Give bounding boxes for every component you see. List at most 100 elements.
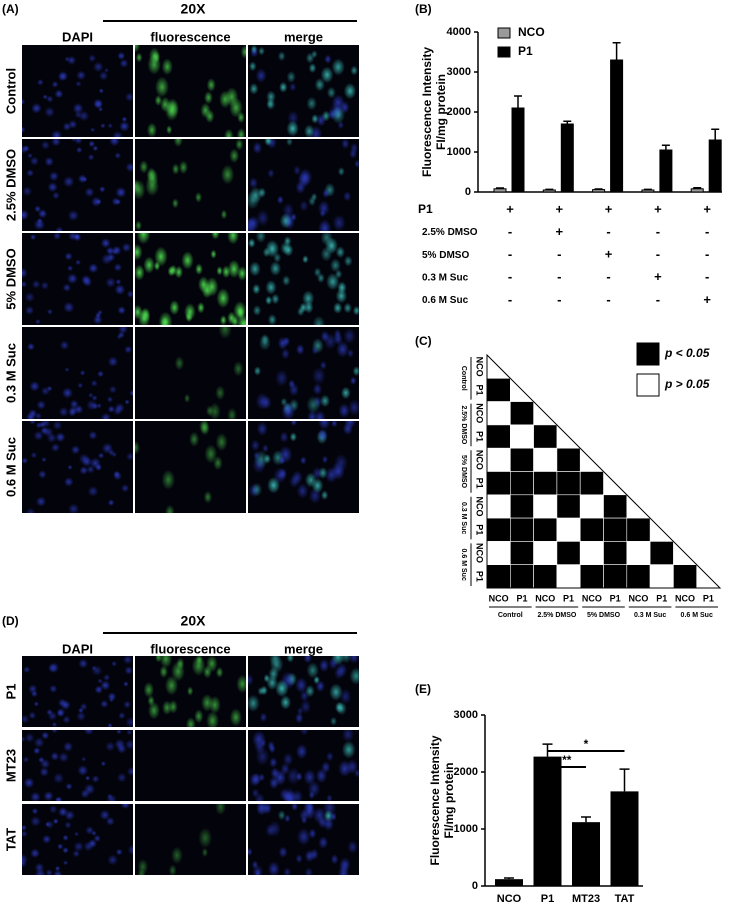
- nucleus: [127, 844, 133, 856]
- row-label: 0.3 M Suc: [3, 343, 18, 403]
- nucleus: [35, 496, 47, 507]
- panel-label: (E): [415, 682, 431, 696]
- nucleus: [51, 130, 63, 137]
- matrix-cell: [556, 564, 581, 589]
- merged-cell: [308, 790, 315, 800]
- matrix-cell: [509, 494, 534, 519]
- nucleus: [30, 848, 40, 859]
- nucleus: [89, 457, 101, 469]
- nucleus: [62, 741, 74, 752]
- merged-cell: [331, 106, 346, 124]
- error-bar: [563, 120, 572, 124]
- nucleus: [116, 730, 122, 735]
- merged-cell: [311, 192, 318, 202]
- micrograph-bg: [135, 327, 246, 419]
- nucleus: [105, 816, 115, 826]
- merged-cell: [329, 812, 337, 822]
- micrograph-cells: [135, 233, 246, 325]
- nucleus: [109, 139, 120, 147]
- bar: [511, 107, 525, 193]
- merged-cell: [319, 360, 327, 370]
- matrix-cell: [509, 424, 534, 449]
- cell-signal: [203, 490, 213, 504]
- cell-signal: [185, 716, 196, 727]
- bar: [610, 791, 639, 886]
- treatment-label: 5% DMSO: [422, 250, 469, 261]
- nucleus: [30, 234, 37, 241]
- merged-cell: [320, 66, 334, 84]
- nucleus: [109, 385, 117, 394]
- cell-signal: [155, 76, 169, 98]
- merged-cell: [276, 195, 284, 205]
- merged-cell: [258, 46, 265, 56]
- nucleus: [62, 715, 71, 724]
- nucleus: [34, 862, 45, 873]
- nucleus: [124, 666, 133, 675]
- matrix-cell: [603, 564, 628, 589]
- merged-cell: [291, 789, 303, 801]
- row-group-label: 2.5% DMSO: [460, 405, 467, 444]
- micrograph-cells: [248, 804, 358, 875]
- merged-cell: [269, 757, 278, 768]
- micrograph: [248, 233, 359, 325]
- nucleus: [79, 466, 89, 475]
- nucleus: [46, 308, 53, 315]
- row-sub-label: NCO: [475, 357, 485, 377]
- nucleus: [49, 684, 58, 693]
- merged-cell: [248, 61, 257, 72]
- merged-cell: [254, 869, 261, 875]
- merged-cell: [273, 467, 287, 484]
- merged-cell: [329, 683, 343, 701]
- panel-label: (A): [2, 2, 19, 16]
- merged-cell: [341, 740, 356, 759]
- treatment-mark: -: [557, 292, 561, 307]
- merged-cell: [253, 366, 262, 376]
- nucleus: [105, 277, 116, 288]
- nucleus: [100, 238, 111, 249]
- nucleus: [114, 402, 125, 413]
- bar: [610, 59, 624, 193]
- cell-signal: [176, 657, 185, 670]
- nucleus: [78, 453, 90, 465]
- nucleus: [41, 731, 50, 740]
- nucleus: [41, 140, 50, 150]
- merged-cell: [260, 333, 270, 345]
- nucleus: [100, 680, 111, 691]
- nucleus: [52, 818, 59, 825]
- merged-cell: [321, 110, 331, 122]
- nucleus: [67, 210, 79, 222]
- cell-signal: [237, 111, 245, 124]
- legend-swatch: [497, 27, 511, 39]
- legend-label: NCO: [518, 25, 545, 39]
- column-label: merge: [284, 29, 323, 44]
- merged-cell: [293, 165, 301, 176]
- nucleus: [61, 387, 74, 399]
- cell-signal: [237, 266, 246, 281]
- nucleus: [60, 700, 71, 710]
- treatment-label: 2.5% DMSO: [422, 227, 478, 238]
- x-tick-label: NCO: [497, 893, 522, 905]
- cell-signal: [139, 160, 149, 174]
- merged-cell: [343, 302, 352, 314]
- nucleus: [67, 464, 73, 470]
- merged-cell: [275, 679, 289, 698]
- merged-cell: [286, 70, 296, 83]
- merged-cell: [339, 688, 352, 705]
- nucleus: [55, 226, 64, 231]
- nucleus: [52, 191, 60, 200]
- nucleus: [64, 821, 72, 829]
- matrix-cell: [579, 564, 604, 589]
- merged-cell: [268, 744, 276, 754]
- row-sub-label: P1: [475, 478, 485, 489]
- cell-signal: [220, 164, 235, 185]
- nucleus: [31, 807, 39, 815]
- micrograph-cells: [137, 804, 227, 875]
- nucleus: [40, 426, 49, 435]
- y-tick-label: 2000: [447, 106, 471, 118]
- micrograph-cells: [22, 656, 133, 727]
- column-label: merge: [284, 641, 323, 656]
- bar: [708, 139, 722, 193]
- column-label: fluorescence: [150, 29, 230, 44]
- cell-signal: [143, 681, 155, 698]
- bar: [690, 188, 704, 193]
